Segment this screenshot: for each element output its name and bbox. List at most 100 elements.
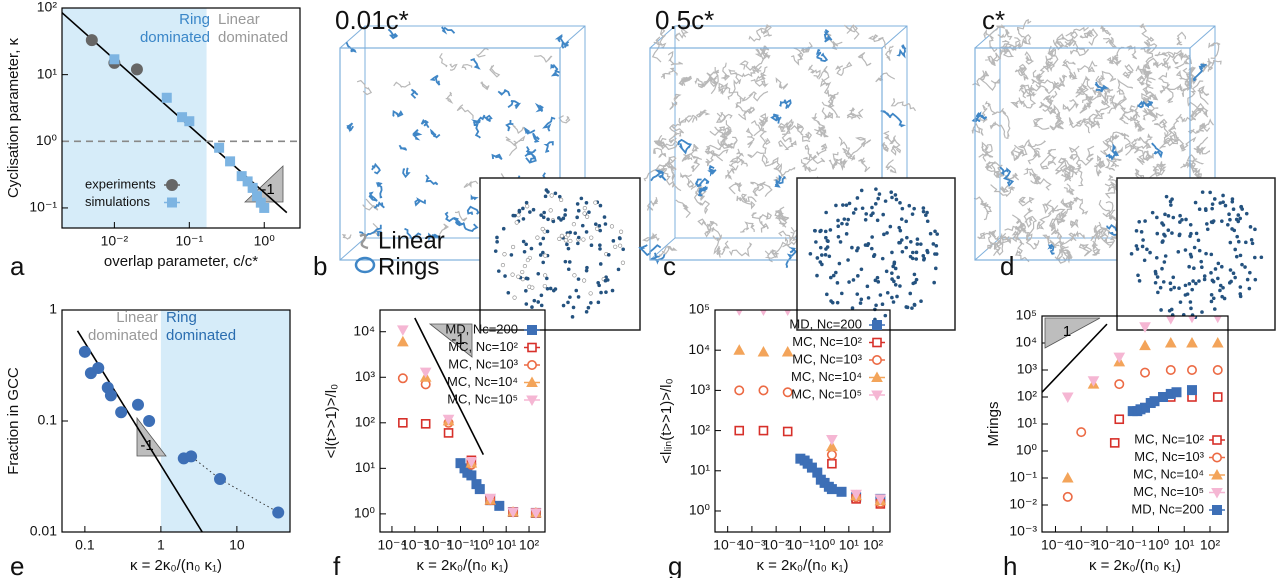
inset-bead (1189, 306, 1193, 311)
inset-bead (594, 226, 600, 231)
linear-chain (1088, 113, 1100, 129)
inset-bead (568, 230, 573, 235)
marker (1061, 471, 1074, 483)
inset-bead (910, 212, 915, 216)
linear-chain (824, 33, 843, 51)
inset-bead (1166, 214, 1171, 218)
linear-chain (1054, 33, 1077, 48)
inset-bead (834, 270, 838, 275)
linear-chain (756, 45, 770, 62)
linear-chain (1069, 219, 1079, 229)
linear-chain (738, 106, 756, 121)
inset-bead (1169, 287, 1173, 292)
panel-label: e (10, 551, 24, 578)
x-tick-label: 10² (1200, 537, 1221, 553)
inset-bead (1208, 190, 1212, 195)
linear-chain (1057, 157, 1076, 173)
inset-bead (846, 258, 850, 262)
inset-bead (1168, 281, 1173, 285)
marker (1062, 491, 1073, 502)
marker (397, 373, 408, 384)
linear-chain (1062, 98, 1079, 112)
inset-bead (932, 280, 936, 285)
marker (1114, 414, 1125, 425)
inset-bead (1187, 282, 1192, 286)
inset-bead (925, 219, 930, 224)
linear-chain (801, 131, 813, 143)
inset-bead (1209, 292, 1214, 297)
inset-bead (561, 303, 566, 308)
inset-bead (1183, 283, 1188, 288)
inset-bead (621, 247, 626, 252)
inset-bead (1236, 219, 1241, 224)
inset-bead (915, 242, 920, 246)
ring-chain (375, 181, 383, 199)
y-axis-label: Fraction in GCC (5, 367, 22, 475)
annotation: Linear (116, 309, 158, 326)
inset-bead (571, 305, 576, 310)
linear-chain (739, 60, 762, 74)
linear-chain (1070, 46, 1089, 57)
marker (757, 346, 770, 357)
inset-bead (1209, 252, 1214, 257)
linear-chain (1061, 59, 1076, 71)
inset-bead (893, 266, 898, 271)
ring-chain (524, 148, 537, 157)
ring-chain (454, 218, 464, 227)
inset-bead (913, 280, 917, 285)
inset-bead (593, 200, 598, 205)
x-tick-label: 10⁻² (1093, 537, 1121, 553)
inset-bead (1139, 230, 1144, 234)
linear-chain (800, 41, 813, 54)
inset-bead (1227, 281, 1232, 285)
slope-triangle (1044, 317, 1101, 349)
inset-bead (1221, 200, 1225, 204)
inset-bead (1244, 211, 1249, 216)
inset-bead (1184, 217, 1188, 222)
linear-chain (1107, 94, 1128, 114)
linear-chain (1142, 64, 1153, 79)
inset-bead (541, 260, 546, 265)
marker (872, 320, 882, 330)
marker (225, 156, 236, 167)
inset-bead (1211, 219, 1216, 223)
marker (1212, 505, 1222, 515)
linear-chain (1075, 157, 1084, 187)
marker (109, 54, 120, 65)
inset-bead (873, 202, 878, 206)
marker (1212, 435, 1222, 445)
marker (484, 493, 497, 505)
inset-bead (875, 275, 880, 280)
inset-bead (856, 274, 860, 278)
inset-bead (900, 238, 904, 242)
x-tick-label: 10⁻¹ (787, 537, 815, 553)
inset-bead (566, 246, 571, 251)
inset-bead (546, 190, 550, 194)
linear-chain (393, 81, 411, 89)
x-axis-label: κ = 2κ₀/(n₀ κ₁) (756, 557, 848, 574)
marker (92, 362, 105, 375)
ring-chain (638, 244, 662, 257)
linear-chain (984, 161, 998, 174)
inset-bead (1194, 281, 1198, 286)
marker (1087, 376, 1100, 387)
linear-chain (1038, 61, 1056, 79)
y-tick-label: 10² (355, 414, 376, 430)
inset-bead (1176, 250, 1181, 254)
legend-label: MC, Nc=10³ (1134, 449, 1204, 464)
box-front (649, 47, 883, 261)
illustration-title: 0.01c* (335, 5, 409, 35)
linear-chain (881, 142, 889, 153)
inset-bead (557, 236, 562, 241)
linear-chain (1145, 150, 1154, 161)
box-edge (649, 25, 676, 49)
inset-bead (524, 200, 529, 205)
inset-bead (1213, 267, 1218, 271)
y-tick-label: 10⁰ (354, 505, 376, 521)
linear-chain (664, 162, 677, 172)
inset-bead (888, 224, 893, 229)
marker (871, 371, 883, 382)
linear-chain (1080, 117, 1100, 129)
inset-bead (585, 265, 589, 270)
linear-chain (717, 130, 731, 149)
